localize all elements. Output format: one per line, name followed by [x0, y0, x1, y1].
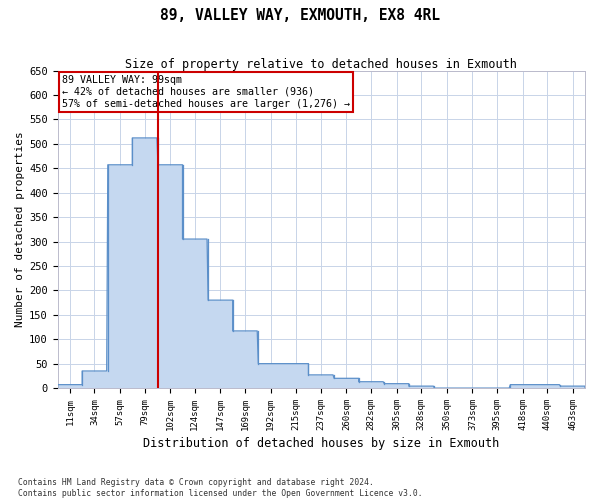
Y-axis label: Number of detached properties: Number of detached properties: [15, 132, 25, 327]
Text: Contains HM Land Registry data © Crown copyright and database right 2024.
Contai: Contains HM Land Registry data © Crown c…: [18, 478, 422, 498]
X-axis label: Distribution of detached houses by size in Exmouth: Distribution of detached houses by size …: [143, 437, 499, 450]
Text: 89 VALLEY WAY: 99sqm
← 42% of detached houses are smaller (936)
57% of semi-deta: 89 VALLEY WAY: 99sqm ← 42% of detached h…: [62, 76, 350, 108]
Title: Size of property relative to detached houses in Exmouth: Size of property relative to detached ho…: [125, 58, 517, 70]
Text: 89, VALLEY WAY, EXMOUTH, EX8 4RL: 89, VALLEY WAY, EXMOUTH, EX8 4RL: [160, 8, 440, 22]
